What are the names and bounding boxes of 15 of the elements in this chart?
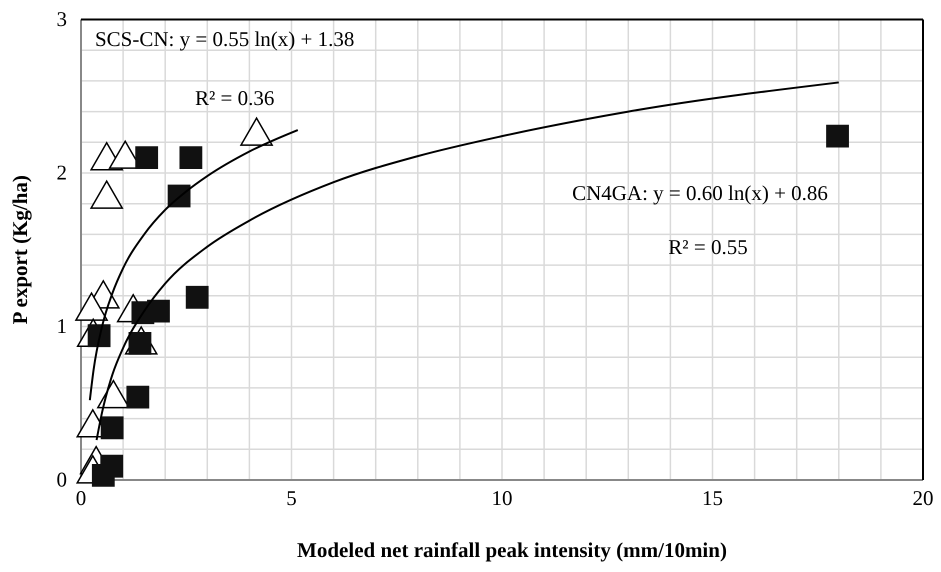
annotation: SCS-CN: y = 0.55 ln(x) + 1.38 xyxy=(95,27,354,51)
y-tick-label: 3 xyxy=(56,7,67,32)
x-tick-label: 0 xyxy=(76,486,86,510)
x-tick-label: 20 xyxy=(912,486,934,510)
y-tick-label: 1 xyxy=(56,314,67,338)
annotation: R² = 0.55 xyxy=(668,235,748,259)
y-axis-title: P export (Kg/ha) xyxy=(8,175,32,324)
x-tick-label: 10 xyxy=(492,486,512,510)
x-tick-label: 15 xyxy=(702,486,723,510)
annotation: CN4GA: y = 0.60 ln(x) + 0.86 xyxy=(572,181,828,205)
x-axis-title: Modeled net rainfall peak intensity (mm/10min) xyxy=(297,538,727,562)
x-tick-label: 5 xyxy=(286,486,297,510)
y-tick-label: 2 xyxy=(56,160,67,185)
y-tick-label: 0 xyxy=(56,468,67,492)
annotation: R² = 0.36 xyxy=(195,86,274,110)
